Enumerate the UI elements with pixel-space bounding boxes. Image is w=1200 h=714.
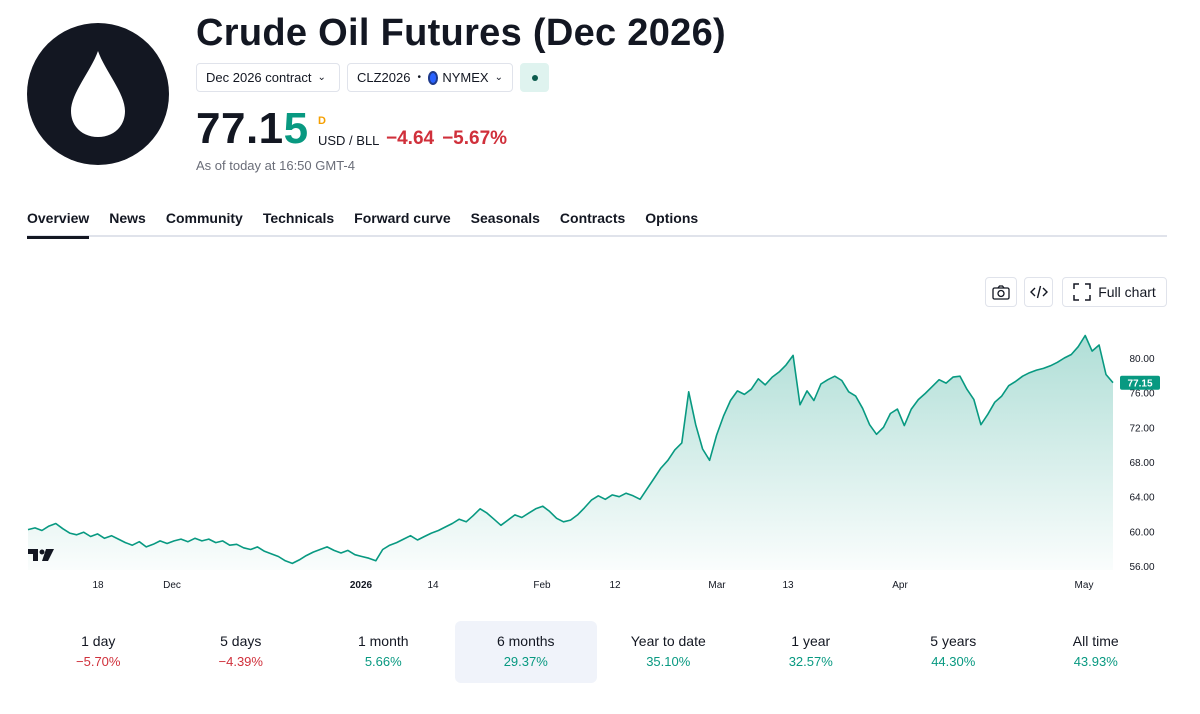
separator-dot-icon: • bbox=[417, 72, 421, 83]
period-6-months[interactable]: 6 months 29.37% bbox=[454, 621, 597, 683]
embed-code-button[interactable] bbox=[1024, 277, 1053, 307]
exchange-selector[interactable]: CLZ2026 • NYMEX ⌄ bbox=[347, 63, 513, 92]
period-label: 1 day bbox=[81, 633, 116, 649]
change-percent: −5.67% bbox=[442, 128, 508, 149]
period-label: 5 years bbox=[930, 633, 977, 649]
period-all-time[interactable]: All time 43.93% bbox=[1025, 621, 1168, 683]
y-tick-label: 72.00 bbox=[1129, 423, 1154, 434]
tab-news[interactable]: News bbox=[109, 210, 146, 226]
chevron-down-icon: ⌄ bbox=[317, 72, 326, 83]
tab-options[interactable]: Options bbox=[645, 210, 699, 226]
market-status-button[interactable] bbox=[520, 63, 549, 92]
x-tick-label: 18 bbox=[92, 580, 104, 591]
page-title: Crude Oil Futures (Dec 2026) bbox=[196, 12, 726, 54]
price-main: 77.1 bbox=[196, 104, 284, 153]
x-tick-label: 14 bbox=[427, 580, 439, 591]
tab-seasonals[interactable]: Seasonals bbox=[470, 210, 540, 226]
x-tick-label: May bbox=[1075, 580, 1094, 591]
tab-community[interactable]: Community bbox=[165, 210, 243, 226]
x-tick-label: Apr bbox=[892, 580, 908, 591]
price-area-fill bbox=[28, 335, 1113, 570]
x-tick-label: 13 bbox=[782, 580, 794, 591]
contract-selector[interactable]: Dec 2026 contract ⌄ bbox=[196, 63, 340, 92]
period-change: 35.10% bbox=[646, 654, 691, 669]
last-price: 77.15 bbox=[196, 104, 309, 154]
delayed-flag[interactable]: D bbox=[318, 115, 326, 127]
period-label: 6 months bbox=[496, 633, 555, 649]
fullscreen-icon bbox=[1073, 283, 1091, 301]
snapshot-button[interactable] bbox=[985, 277, 1017, 307]
x-tick-label: Dec bbox=[163, 580, 181, 591]
period-change: −4.39% bbox=[218, 654, 263, 669]
y-tick-label: 60.00 bbox=[1129, 527, 1154, 538]
price-series-line bbox=[27, 334, 1114, 565]
period-label: All time bbox=[1072, 633, 1119, 649]
period-1-day[interactable]: 1 day −5.70% bbox=[27, 621, 170, 683]
section-tabs: Overview News Community Technicals Forwa… bbox=[27, 210, 1167, 239]
y-tick-label: 68.00 bbox=[1129, 458, 1154, 469]
tab-technicals[interactable]: Technicals bbox=[262, 210, 335, 226]
tab-contracts[interactable]: Contracts bbox=[559, 210, 626, 226]
period-change: 32.57% bbox=[788, 654, 833, 669]
full-chart-button[interactable]: Full chart bbox=[1062, 277, 1167, 307]
period-label: 5 days bbox=[220, 633, 262, 649]
period-label: 1 month bbox=[357, 633, 409, 649]
as-of-timestamp: As of today at 16:50 GMT-4 bbox=[196, 158, 355, 173]
contract-label: Dec 2026 contract bbox=[206, 70, 312, 85]
period-label: 1 year bbox=[791, 633, 831, 649]
oil-drop-icon bbox=[71, 51, 125, 137]
oil-drop-logo bbox=[27, 23, 169, 165]
code-icon bbox=[1029, 285, 1048, 299]
tab-overview[interactable]: Overview bbox=[27, 210, 90, 239]
period-change: 44.30% bbox=[931, 654, 976, 669]
full-chart-label: Full chart bbox=[1098, 284, 1156, 300]
y-tick-label: 64.00 bbox=[1129, 493, 1154, 504]
last-price-label: 77.15 bbox=[1127, 379, 1152, 390]
x-tick-label: 12 bbox=[609, 580, 621, 591]
performance-periods: 1 day −5.70% 5 days −4.39% 1 month 5.66%… bbox=[27, 621, 1167, 683]
price-chart[interactable]: 80.00 76.00 72.00 68.00 64.00 60.00 56.00 18 De… bbox=[0, 320, 1200, 600]
symbol-label: CLZ2026 bbox=[357, 70, 411, 85]
x-tick-label: Feb bbox=[533, 580, 551, 591]
price-unit: USD / BLL bbox=[318, 133, 380, 148]
period-1-year[interactable]: 1 year 32.57% bbox=[740, 621, 883, 683]
y-tick-label: 56.00 bbox=[1129, 562, 1154, 573]
x-tick-label: 2026 bbox=[350, 580, 373, 591]
period-change: 29.37% bbox=[503, 654, 548, 669]
exchange-label: NYMEX bbox=[442, 70, 489, 85]
y-tick-label: 76.00 bbox=[1129, 389, 1154, 400]
y-tick-label: 80.00 bbox=[1129, 354, 1154, 365]
exchange-globe-icon bbox=[428, 70, 439, 85]
market-status-dot-icon bbox=[531, 74, 538, 81]
x-tick-label: Mar bbox=[708, 580, 726, 591]
price-last-digit: 5 bbox=[283, 104, 309, 153]
period-1-month[interactable]: 1 month 5.66% bbox=[312, 621, 455, 683]
period-label: Year to date bbox=[630, 633, 706, 649]
tradingview-logo-icon bbox=[28, 549, 54, 561]
last-price-marker bbox=[1120, 375, 1160, 390]
camera-icon bbox=[992, 284, 1010, 300]
change-absolute: −4.64 bbox=[386, 128, 435, 149]
period-change: 43.93% bbox=[1073, 654, 1118, 669]
period-5-days[interactable]: 5 days −4.39% bbox=[170, 621, 313, 683]
chevron-down-icon: ⌄ bbox=[494, 72, 503, 83]
period-change: 5.66% bbox=[364, 654, 402, 669]
period-change: −5.70% bbox=[76, 654, 121, 669]
period-5-years[interactable]: 5 years 44.30% bbox=[882, 621, 1025, 683]
period-year-to-date[interactable]: Year to date 35.10% bbox=[597, 621, 740, 683]
tab-forward-curve[interactable]: Forward curve bbox=[354, 210, 451, 226]
price-change: −4.64 −5.67% bbox=[386, 128, 515, 150]
